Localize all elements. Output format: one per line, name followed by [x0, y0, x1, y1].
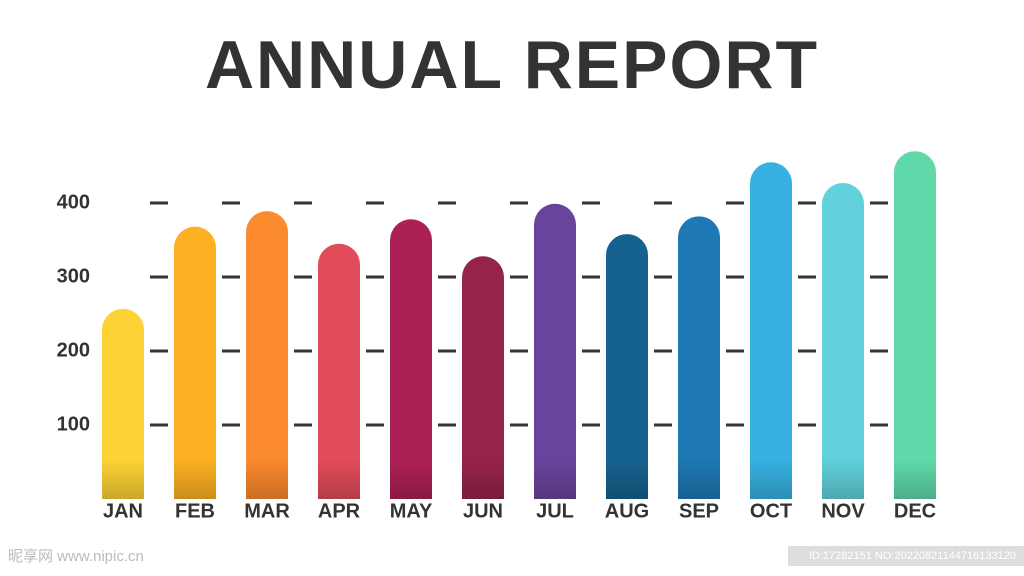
bar-shade — [534, 459, 576, 499]
bar — [390, 219, 432, 499]
watermark-id: ID:17282151 NO:20220821144716133120 — [809, 550, 1016, 562]
x-tick-label: SEP — [679, 500, 719, 522]
x-tick-label: OCT — [750, 500, 792, 522]
bar-shade — [390, 459, 432, 499]
y-tick-label: 100 — [57, 413, 90, 435]
bar-shade — [462, 459, 504, 499]
bar-shade — [318, 459, 360, 499]
bar — [894, 151, 936, 499]
x-tick-label: JUL — [536, 500, 574, 522]
bar-shade — [822, 459, 864, 499]
watermark-box — [788, 546, 1024, 566]
x-tick-label: FEB — [175, 500, 215, 522]
bar-shade — [750, 459, 792, 499]
bar-shade — [246, 459, 288, 499]
bar — [606, 234, 648, 499]
x-tick-label: AUG — [605, 500, 649, 522]
bar-shade — [606, 459, 648, 499]
bar-shade — [894, 459, 936, 499]
x-tick-label: MAR — [244, 500, 290, 522]
x-tick-label: APR — [318, 500, 361, 522]
x-tick-label: DEC — [894, 500, 936, 522]
x-tick-label: JAN — [103, 500, 143, 522]
watermark-site: 昵享网 www.nipic.cn — [8, 548, 144, 565]
bar — [822, 183, 864, 499]
bar — [678, 216, 720, 499]
y-tick-label: 300 — [57, 265, 90, 287]
bar — [246, 211, 288, 499]
bar — [462, 256, 504, 499]
bar — [102, 308, 144, 499]
bar — [174, 226, 216, 500]
bar-shade — [102, 459, 144, 499]
x-tick-label: MAY — [390, 500, 433, 522]
y-tick-label: 200 — [57, 339, 90, 361]
x-tick-label: JUN — [463, 500, 503, 522]
bar-shade — [678, 459, 720, 499]
bar — [318, 243, 360, 499]
bar — [534, 203, 576, 500]
chart-title: ANNUAL REPORT — [205, 27, 819, 103]
x-tick-label: NOV — [821, 500, 865, 522]
bar — [750, 162, 792, 500]
y-tick-label: 400 — [57, 191, 90, 213]
bar-shade — [174, 459, 216, 499]
